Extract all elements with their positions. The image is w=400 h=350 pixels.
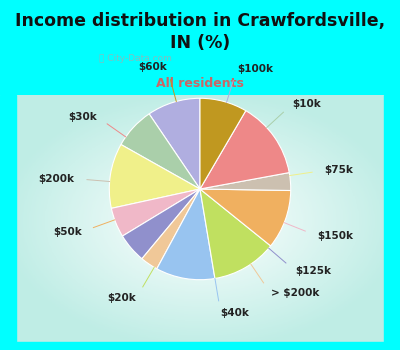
Wedge shape [200, 111, 289, 189]
Text: $75k: $75k [325, 165, 354, 175]
Text: $20k: $20k [108, 293, 136, 303]
Text: $125k: $125k [296, 266, 332, 276]
Bar [0, 94, 16, 350]
Text: $10k: $10k [293, 99, 322, 108]
Text: ⓘ City-Data.com: ⓘ City-Data.com [99, 54, 172, 63]
Wedge shape [121, 114, 200, 189]
Wedge shape [109, 145, 200, 208]
Text: $30k: $30k [68, 112, 97, 122]
Text: All residents: All residents [156, 77, 244, 90]
Bar [0, 342, 400, 350]
Wedge shape [157, 189, 215, 280]
Text: Income distribution in Crawfordsville,
IN (%): Income distribution in Crawfordsville, I… [15, 12, 385, 52]
Wedge shape [149, 98, 200, 189]
Text: $40k: $40k [221, 308, 250, 318]
Wedge shape [200, 173, 291, 190]
Wedge shape [200, 189, 271, 279]
Wedge shape [111, 189, 200, 236]
Wedge shape [122, 189, 200, 259]
Wedge shape [200, 98, 246, 189]
Bar [384, 94, 400, 350]
Text: $60k: $60k [138, 62, 167, 72]
Text: > $200k: > $200k [271, 288, 319, 298]
Text: $50k: $50k [53, 227, 82, 237]
Text: $200k: $200k [38, 174, 74, 184]
Wedge shape [142, 189, 200, 269]
Text: $150k: $150k [317, 231, 353, 241]
Wedge shape [200, 189, 291, 246]
Text: $100k: $100k [237, 64, 273, 74]
